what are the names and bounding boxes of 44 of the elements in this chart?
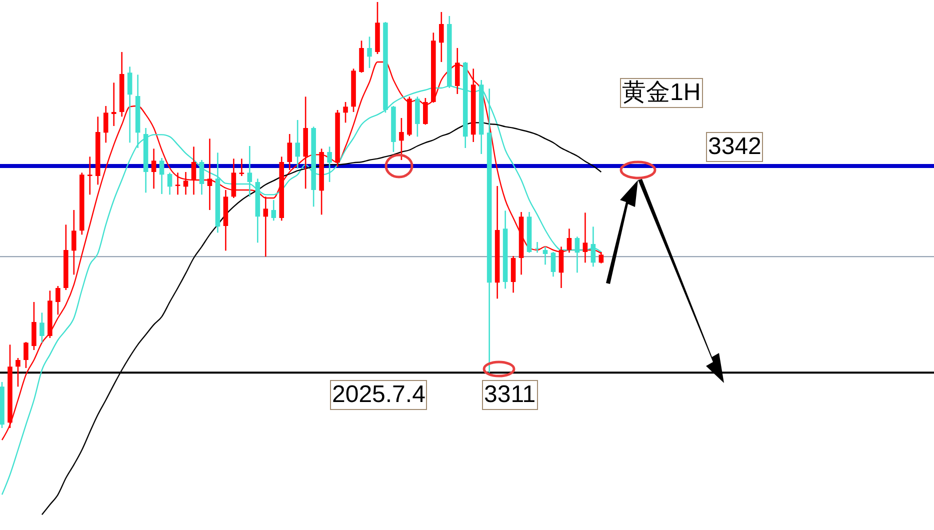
candlestick: [566, 228, 572, 254]
candlestick: [103, 105, 108, 144]
candlestick: [167, 172, 172, 196]
candlestick: [16, 357, 20, 388]
ref-line-label: 3311: [482, 380, 538, 410]
candlestick: [574, 236, 580, 274]
candlestick: [87, 156, 92, 196]
candlestick: [24, 341, 28, 369]
candlestick: [263, 196, 268, 258]
candlestick: [231, 158, 236, 199]
candlestick: [247, 145, 252, 198]
candlestick: [271, 199, 276, 222]
candlestick: [327, 146, 332, 183]
candlestick: [582, 212, 588, 264]
candlestick: [207, 138, 212, 211]
candlestick: [191, 146, 196, 196]
candlestick: [183, 171, 188, 196]
candlestick: [151, 148, 156, 190]
ref-line-label: 3342: [706, 132, 764, 162]
candlestick: [175, 172, 180, 196]
candlestick: [239, 158, 244, 177]
candlestick: [558, 246, 564, 289]
annotation: 2025.7.4: [330, 380, 428, 410]
candlestick: [56, 285, 60, 316]
candlestick: [199, 159, 204, 196]
candlestick: [399, 117, 404, 161]
text: 黄金1H: [620, 78, 703, 108]
candlestick: [295, 119, 300, 170]
candlestick: [542, 246, 548, 266]
candlestick: [111, 82, 116, 127]
candlestick: [439, 11, 444, 63]
candlestick: [367, 36, 372, 69]
candlestick: [423, 97, 428, 126]
candlestick: [510, 255, 516, 294]
candlestick: [159, 157, 164, 195]
candlestick: [40, 312, 44, 344]
candlestick: [550, 251, 556, 278]
candlestick: [287, 133, 292, 171]
candlestick: [359, 40, 364, 74]
candlestick: [72, 209, 76, 276]
candlestick: [127, 66, 132, 144]
candlestick: [343, 101, 348, 124]
candlestick: [32, 301, 36, 351]
candlestick: [590, 226, 596, 268]
